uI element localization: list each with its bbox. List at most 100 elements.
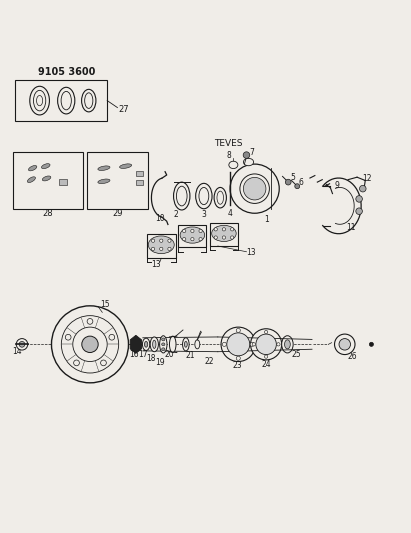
Ellipse shape [28, 166, 37, 171]
Circle shape [65, 334, 71, 340]
Bar [13, 152, 83, 209]
Ellipse shape [152, 340, 156, 349]
Circle shape [168, 247, 171, 251]
Ellipse shape [33, 91, 46, 111]
Ellipse shape [150, 337, 158, 352]
Circle shape [369, 342, 374, 346]
Circle shape [222, 342, 226, 346]
Circle shape [236, 328, 240, 333]
Polygon shape [210, 223, 238, 246]
Circle shape [360, 185, 366, 192]
Ellipse shape [173, 182, 190, 210]
Ellipse shape [217, 191, 224, 204]
Ellipse shape [28, 177, 35, 182]
Polygon shape [130, 335, 141, 353]
Circle shape [199, 229, 202, 232]
Circle shape [252, 343, 256, 346]
Circle shape [199, 238, 202, 241]
Ellipse shape [195, 340, 200, 349]
Ellipse shape [162, 348, 165, 351]
Circle shape [74, 360, 79, 366]
Ellipse shape [243, 177, 266, 200]
Circle shape [243, 152, 250, 158]
Ellipse shape [120, 164, 132, 168]
Ellipse shape [182, 338, 189, 351]
Circle shape [339, 338, 351, 350]
Text: 7: 7 [250, 148, 255, 157]
Ellipse shape [212, 225, 236, 241]
Text: 13: 13 [152, 260, 161, 269]
Text: 25: 25 [292, 350, 301, 359]
Circle shape [182, 229, 186, 232]
Text: 9105 3600: 9105 3600 [37, 67, 95, 77]
Text: 10: 10 [156, 214, 165, 223]
Ellipse shape [61, 91, 72, 110]
Circle shape [231, 228, 234, 231]
Ellipse shape [159, 336, 167, 353]
Text: 5: 5 [290, 173, 295, 182]
Text: 23: 23 [233, 361, 242, 370]
Circle shape [73, 327, 107, 361]
Circle shape [182, 238, 186, 241]
Circle shape [231, 236, 234, 239]
Circle shape [227, 333, 250, 356]
Circle shape [191, 229, 194, 232]
Circle shape [159, 247, 163, 251]
Text: TEVES: TEVES [214, 139, 242, 148]
Circle shape [222, 228, 226, 231]
Ellipse shape [148, 236, 174, 254]
Text: 6: 6 [298, 177, 303, 187]
Circle shape [16, 338, 28, 350]
Text: 22: 22 [205, 357, 215, 366]
Text: 21: 21 [185, 351, 195, 360]
Circle shape [256, 334, 276, 354]
Polygon shape [178, 225, 206, 247]
Ellipse shape [176, 186, 187, 206]
Ellipse shape [196, 183, 212, 209]
Ellipse shape [58, 87, 75, 114]
Bar [87, 152, 148, 209]
Text: 29: 29 [112, 209, 123, 218]
Text: 27: 27 [118, 105, 129, 114]
Ellipse shape [98, 166, 110, 171]
Text: 16: 16 [129, 351, 139, 359]
Circle shape [87, 319, 93, 324]
Ellipse shape [42, 176, 51, 181]
Text: 26: 26 [347, 352, 357, 361]
Text: 4: 4 [228, 209, 233, 218]
Text: 13: 13 [247, 248, 256, 257]
Polygon shape [146, 234, 176, 259]
Text: 24: 24 [261, 360, 271, 369]
Circle shape [168, 239, 171, 243]
Text: 15: 15 [100, 300, 110, 309]
Ellipse shape [37, 95, 43, 106]
Circle shape [356, 196, 363, 202]
Ellipse shape [42, 164, 50, 168]
Circle shape [61, 316, 119, 373]
Text: 18: 18 [147, 354, 156, 363]
Circle shape [214, 236, 217, 239]
Circle shape [221, 327, 256, 361]
Circle shape [236, 356, 240, 360]
Text: 11: 11 [346, 223, 356, 232]
Circle shape [19, 342, 25, 347]
Text: 28: 28 [42, 209, 53, 218]
Ellipse shape [214, 188, 226, 208]
Ellipse shape [143, 338, 150, 351]
Circle shape [191, 238, 194, 241]
Circle shape [51, 306, 129, 383]
Text: 2: 2 [173, 211, 178, 220]
Circle shape [159, 239, 163, 243]
Circle shape [222, 236, 226, 239]
Ellipse shape [243, 158, 254, 166]
Circle shape [277, 343, 280, 346]
Text: 1: 1 [265, 215, 269, 224]
Circle shape [101, 360, 106, 366]
Text: 14: 14 [12, 347, 22, 356]
Circle shape [285, 179, 291, 185]
Text: 19: 19 [156, 358, 165, 367]
Ellipse shape [282, 336, 293, 353]
Circle shape [250, 342, 254, 346]
Text: 17: 17 [139, 351, 148, 359]
Circle shape [82, 336, 98, 352]
